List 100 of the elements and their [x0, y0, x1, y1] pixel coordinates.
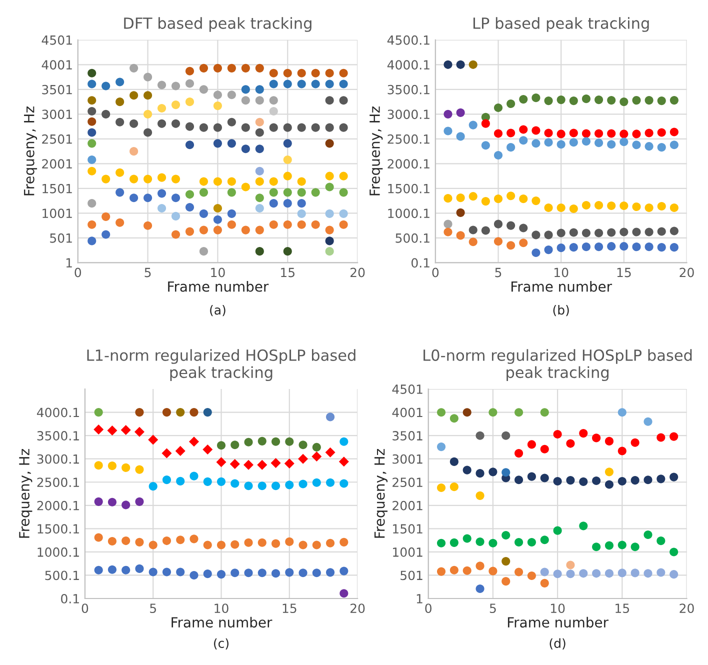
point [670, 243, 678, 252]
point [325, 96, 334, 105]
point [630, 542, 640, 552]
point [171, 82, 180, 90]
point [594, 228, 604, 238]
point [297, 199, 306, 208]
point [553, 430, 562, 439]
point [213, 123, 222, 132]
point [618, 476, 626, 486]
y-tick-label: 3501 [392, 431, 422, 440]
point [582, 242, 591, 252]
point [582, 129, 591, 138]
point [227, 90, 236, 100]
y-tick-label: 1000.1 [388, 208, 430, 218]
point [88, 166, 96, 176]
point [108, 462, 116, 470]
point [311, 188, 320, 197]
point [502, 530, 510, 540]
y-tick-label: 4501 [392, 384, 422, 394]
point [494, 220, 503, 228]
point [540, 444, 549, 454]
point [199, 85, 208, 94]
y-tick-label: 4500.1 [387, 35, 430, 45]
point [283, 188, 292, 197]
point [88, 139, 96, 148]
point [604, 436, 614, 446]
point [130, 119, 138, 128]
point [519, 224, 528, 232]
x-tick-label: 10 [550, 604, 565, 614]
point [456, 132, 465, 141]
point [122, 463, 130, 472]
point [312, 452, 322, 462]
point [514, 476, 524, 484]
point [456, 60, 465, 69]
y-axis-title: Frequeny, Hz [24, 106, 38, 196]
point [216, 540, 226, 550]
point [176, 476, 185, 486]
point [148, 482, 158, 491]
point [340, 589, 348, 598]
point [202, 444, 213, 455]
point [120, 424, 131, 435]
point [582, 228, 591, 238]
point [594, 129, 604, 138]
point [582, 200, 591, 210]
point [227, 139, 236, 148]
point [656, 433, 666, 442]
point [514, 538, 524, 546]
point [456, 194, 465, 202]
point [213, 90, 222, 100]
point [620, 130, 628, 138]
text: (a) [210, 305, 226, 316]
point [94, 566, 103, 574]
point [569, 243, 578, 252]
point [258, 568, 266, 578]
point [514, 449, 524, 458]
point [171, 100, 180, 110]
point [102, 212, 110, 221]
point [579, 522, 588, 530]
y-tick-label: 4001 [42, 60, 72, 70]
point [157, 80, 166, 90]
point [566, 439, 575, 448]
point [230, 479, 240, 488]
x-tick-label: 10 [554, 268, 568, 278]
point [94, 497, 103, 506]
point [339, 172, 348, 180]
point [488, 538, 498, 548]
y-tick-label: 1001 [393, 547, 422, 557]
point [519, 125, 528, 134]
point [527, 571, 536, 580]
point [582, 94, 591, 104]
point [162, 408, 172, 417]
point [594, 242, 604, 252]
point [108, 536, 116, 546]
point [102, 230, 110, 239]
point [532, 94, 540, 102]
point [566, 570, 575, 578]
point [227, 177, 236, 186]
y-tick-label: 500.1 [45, 570, 79, 580]
point [311, 220, 320, 229]
point [607, 129, 616, 138]
y-tick-label: 3500.1 [388, 84, 430, 94]
point [285, 568, 294, 577]
point [255, 177, 264, 186]
point [283, 199, 292, 208]
text: (c) [214, 638, 228, 650]
point [326, 538, 335, 548]
point [213, 226, 222, 234]
point [506, 241, 516, 250]
point [644, 417, 652, 426]
point [94, 461, 103, 470]
point [297, 188, 306, 197]
point [297, 80, 306, 88]
point [326, 478, 335, 487]
point [566, 560, 575, 570]
point [632, 202, 641, 212]
point [171, 174, 180, 184]
point [456, 208, 465, 217]
point [190, 570, 198, 580]
point [213, 215, 222, 224]
x-tick-label: 10 [211, 268, 225, 278]
